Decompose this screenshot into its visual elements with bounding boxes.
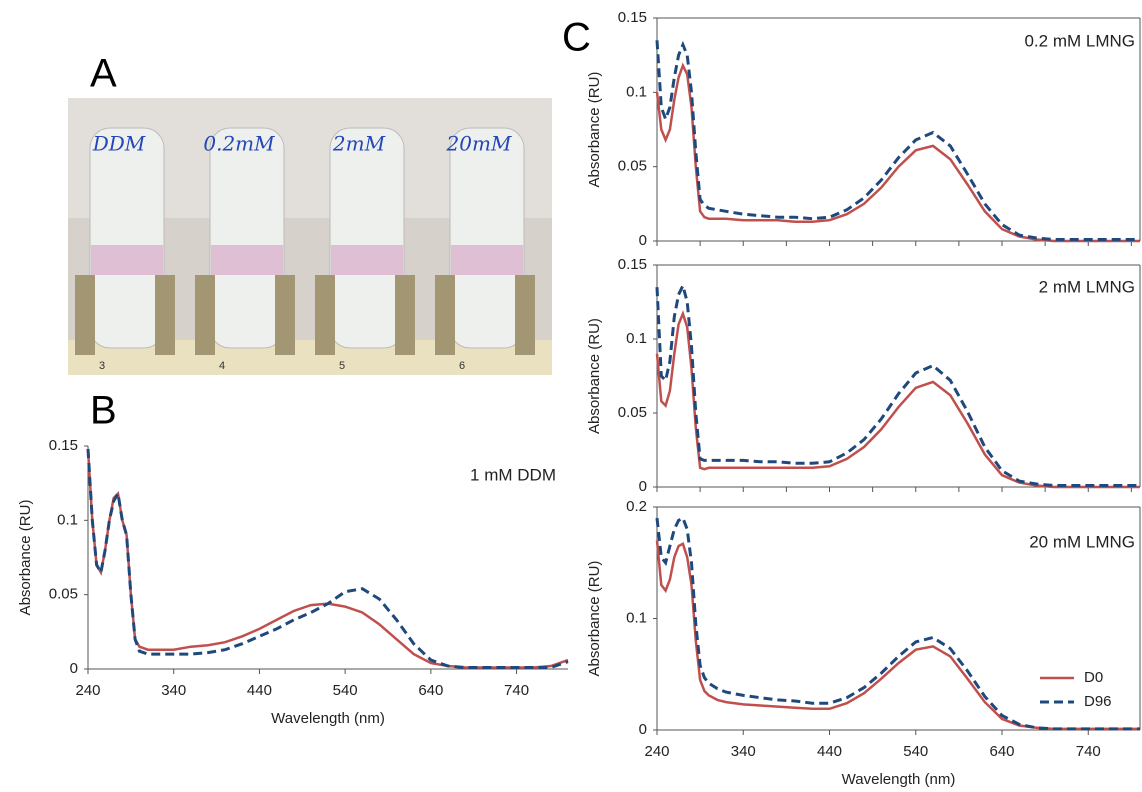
legend-label: D96 bbox=[1084, 693, 1112, 710]
holder bbox=[155, 275, 175, 355]
photo: DDM 3 0.2mM 4 2mM 5 20mM 6 bbox=[68, 98, 552, 375]
pink-band bbox=[91, 245, 163, 275]
y-tick-label: 0 bbox=[639, 478, 647, 495]
y-tick-label: 0.15 bbox=[49, 437, 78, 454]
series-line bbox=[655, 515, 1140, 731]
x-axis-label: Wavelength (nm) bbox=[271, 710, 385, 727]
tube bbox=[209, 127, 285, 349]
y-tick-label: 0.1 bbox=[626, 609, 647, 626]
slot-number: 4 bbox=[219, 360, 225, 372]
holder bbox=[515, 275, 535, 355]
panel-label: C bbox=[562, 16, 591, 60]
y-tick-label: 0.15 bbox=[618, 9, 647, 26]
y-tick-label: 0.2 bbox=[626, 498, 647, 515]
series-line bbox=[655, 40, 1140, 241]
slot-number: 6 bbox=[459, 360, 465, 372]
tube bbox=[449, 127, 525, 349]
series-line bbox=[655, 62, 1140, 243]
y-tick-label: 0 bbox=[639, 721, 647, 738]
x-tick-label: 640 bbox=[418, 682, 443, 699]
holder bbox=[275, 275, 295, 355]
y-axis-label: Absorbance (RU) bbox=[586, 72, 603, 188]
holder bbox=[395, 275, 415, 355]
x-tick-label: 540 bbox=[903, 743, 928, 760]
tubes: DDM 3 0.2mM 4 2mM 5 20mM 6 bbox=[75, 127, 535, 372]
holder bbox=[75, 275, 95, 355]
x-tick-label: 540 bbox=[333, 682, 358, 699]
x-tick-label: 340 bbox=[731, 743, 756, 760]
y-axis-label: Absorbance (RU) bbox=[586, 318, 603, 434]
pink-band bbox=[451, 245, 523, 275]
x-tick-label: 340 bbox=[161, 682, 186, 699]
chart: 0 0.05 0.1 0.15 240 340 440 540 640 740 1 mM DDM Ab… bbox=[17, 437, 569, 727]
x-tick-label: 440 bbox=[817, 743, 842, 760]
chart: 0 0.1 0.2 240 340 440 540 640 740 20 mM LMNG Absor… bbox=[586, 498, 1141, 788]
chart: 0 0.05 0.1 0.15 0.2 mM LMNG Absorbance (RU) bbox=[586, 9, 1141, 249]
annotation: 0.2 mM LMNG bbox=[1024, 31, 1135, 50]
y-tick-label: 0.05 bbox=[618, 404, 647, 421]
annotation: 2 mM LMNG bbox=[1039, 277, 1135, 296]
series-line bbox=[655, 281, 1140, 487]
series-line bbox=[86, 448, 569, 669]
x-tick-label: 440 bbox=[247, 682, 272, 699]
slot-number: 3 bbox=[99, 360, 105, 372]
x-tick-label: 740 bbox=[1076, 743, 1101, 760]
annotation: 20 mM LMNG bbox=[1029, 532, 1135, 551]
panel-label: B bbox=[90, 389, 117, 433]
y-tick-label: 0.05 bbox=[49, 586, 78, 603]
y-tick-label: 0 bbox=[639, 232, 647, 249]
y-axis-label: Absorbance (RU) bbox=[17, 500, 34, 616]
x-axis-label: Wavelength (nm) bbox=[842, 771, 956, 788]
y-axis-label: Absorbance (RU) bbox=[586, 561, 603, 677]
panel-label: A bbox=[90, 52, 117, 96]
slot-number: 5 bbox=[339, 360, 345, 372]
pink-band bbox=[331, 245, 403, 275]
x-tick-label: 640 bbox=[989, 743, 1014, 760]
holder bbox=[195, 275, 215, 355]
y-tick-label: 0.1 bbox=[57, 511, 78, 528]
tube-label: 20mM bbox=[446, 132, 512, 156]
y-tick-label: 0.05 bbox=[618, 158, 647, 175]
chart: 0 0.05 0.1 0.15 2 mM LMNG Absorbance (RU) bbox=[586, 256, 1141, 495]
y-tick-label: 0.15 bbox=[618, 256, 647, 273]
x-tick-label: 240 bbox=[75, 682, 100, 699]
annotation: 1 mM DDM bbox=[470, 465, 556, 484]
tube bbox=[329, 127, 405, 349]
pink-band bbox=[211, 245, 283, 275]
tube-label: DDM bbox=[92, 132, 146, 156]
tube-label: 0.2mM bbox=[203, 132, 275, 156]
tube-label: 2mM bbox=[332, 132, 386, 156]
x-tick-label: 240 bbox=[644, 743, 669, 760]
holder bbox=[315, 275, 335, 355]
legend-label: D0 bbox=[1084, 669, 1103, 686]
x-tick-label: 740 bbox=[504, 682, 529, 699]
y-tick-label: 0.1 bbox=[626, 330, 647, 347]
series-line bbox=[655, 540, 1140, 731]
y-tick-label: 0 bbox=[70, 660, 78, 677]
y-tick-label: 0.1 bbox=[626, 83, 647, 100]
tube bbox=[89, 127, 165, 349]
holder bbox=[435, 275, 455, 355]
